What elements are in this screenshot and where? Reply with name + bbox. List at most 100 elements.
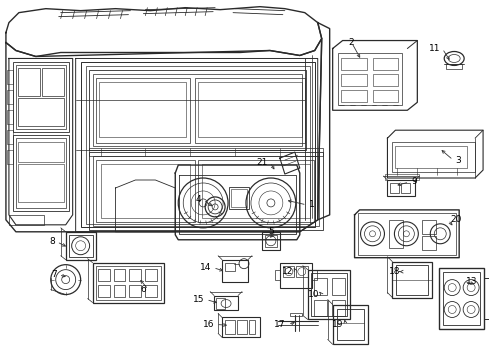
Bar [314, 278, 327, 294]
Bar [146, 269, 157, 280]
Bar [372, 75, 398, 86]
Text: 8: 8 [49, 237, 55, 246]
Bar [225, 320, 235, 334]
Bar [146, 285, 157, 297]
Bar [96, 266, 161, 300]
Bar [216, 298, 225, 309]
Text: 4: 4 [196, 195, 201, 204]
Bar [392, 142, 475, 172]
Bar [18, 98, 64, 126]
Bar [392, 262, 432, 298]
Bar [98, 269, 110, 280]
Bar [311, 273, 346, 316]
Bar [296, 266, 308, 276]
Text: 13: 13 [466, 277, 478, 286]
Bar [337, 309, 364, 340]
Bar [89, 148, 323, 156]
Bar [388, 180, 416, 196]
Bar [237, 320, 247, 334]
Bar [7, 110, 13, 124]
Bar [7, 71, 13, 84]
Bar [439, 268, 484, 329]
Bar [198, 82, 302, 137]
Bar [395, 146, 467, 168]
Bar [89, 71, 306, 150]
Bar [225, 263, 235, 271]
Bar [93, 75, 302, 146]
Bar [16, 138, 66, 208]
Bar [93, 263, 164, 302]
Bar [86, 67, 310, 224]
Bar [89, 152, 323, 230]
Bar [7, 150, 13, 164]
Text: 6: 6 [141, 285, 147, 294]
Bar [391, 183, 399, 193]
Bar [114, 285, 125, 297]
Bar [358, 213, 456, 255]
Bar [96, 160, 195, 222]
Bar [13, 135, 69, 211]
Bar [338, 54, 402, 105]
Bar [202, 164, 310, 218]
Bar [7, 130, 13, 144]
Bar [401, 183, 410, 193]
Bar [69, 235, 93, 257]
Bar [222, 260, 248, 282]
Bar [314, 300, 327, 316]
Bar [422, 220, 436, 234]
Bar [98, 285, 110, 297]
Bar [96, 78, 190, 143]
Bar [129, 285, 142, 297]
Text: 14: 14 [200, 263, 211, 272]
Bar [214, 296, 238, 310]
Bar [396, 265, 428, 294]
Bar [100, 164, 190, 218]
Bar [18, 142, 64, 162]
Bar [249, 320, 255, 334]
Bar [341, 90, 367, 102]
Bar [422, 236, 436, 250]
Bar [16, 66, 66, 129]
Bar [332, 300, 344, 316]
Text: 11: 11 [429, 44, 440, 53]
Bar [386, 174, 419, 180]
Text: 9: 9 [412, 177, 417, 186]
Bar [195, 78, 305, 143]
Text: 12: 12 [282, 267, 294, 276]
Text: 15: 15 [193, 295, 204, 304]
Bar [372, 58, 398, 71]
Bar [308, 270, 349, 319]
Bar [9, 215, 44, 225]
Bar [262, 232, 280, 250]
Bar [333, 305, 368, 345]
Text: 7: 7 [51, 270, 57, 279]
Text: 16: 16 [203, 320, 214, 329]
Text: 3: 3 [455, 156, 461, 165]
Bar [114, 269, 125, 280]
Text: 10: 10 [308, 290, 319, 299]
Bar [390, 220, 403, 248]
Bar [446, 64, 462, 69]
Bar [229, 187, 249, 209]
Bar [198, 160, 314, 222]
Bar [443, 272, 480, 325]
Text: 20: 20 [450, 215, 462, 224]
Bar [341, 75, 367, 86]
Bar [231, 189, 247, 207]
Text: 2: 2 [349, 38, 354, 47]
Text: 1: 1 [309, 201, 315, 210]
Text: 19: 19 [332, 320, 343, 329]
Bar [13, 62, 69, 132]
Bar [372, 90, 398, 102]
Bar [312, 270, 317, 280]
Bar [98, 82, 186, 137]
Bar [42, 68, 64, 96]
Bar [280, 263, 312, 288]
Bar [93, 156, 318, 226]
Bar [222, 318, 260, 337]
Text: 21: 21 [257, 158, 268, 167]
Bar [265, 235, 277, 247]
Bar [332, 278, 344, 294]
Text: 5: 5 [268, 227, 274, 236]
Bar [275, 270, 280, 280]
